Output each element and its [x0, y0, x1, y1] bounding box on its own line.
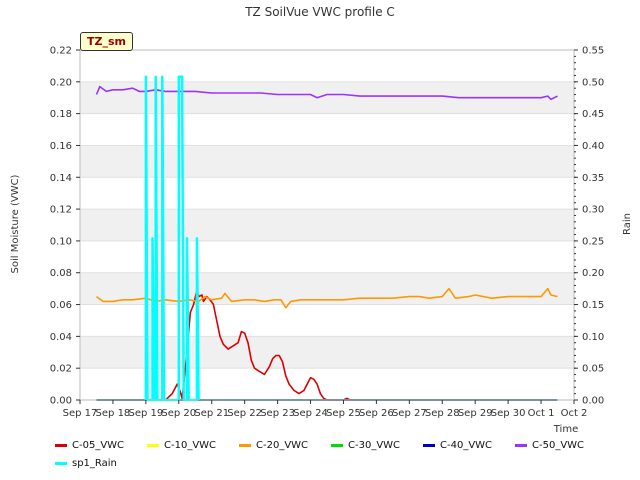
y-left-tick-label: 0.00	[50, 396, 72, 407]
legend-label: C-30_VWC	[348, 439, 401, 451]
legend-label: C-05_VWC	[72, 439, 125, 451]
x-tick-label: Sep 27	[392, 408, 427, 419]
y-left-tick-label: 0.04	[50, 332, 72, 343]
series-line-c-05-vwc	[96, 289, 558, 401]
x-tick-label: Sep 26	[359, 408, 394, 419]
x-tick-label: Sep 23	[260, 408, 295, 419]
x-tick-label: Sep 22	[227, 408, 262, 419]
y-left-tick-label: 0.14	[50, 173, 72, 184]
legend-label: C-20_VWC	[256, 439, 309, 451]
grid-band	[80, 145, 574, 178]
y-right-tick-label: 0.35	[582, 173, 604, 184]
legend-swatch	[55, 461, 67, 465]
y-axis-right-label: Rain	[622, 213, 633, 235]
x-tick-label: Sep 19	[128, 408, 163, 419]
x-tick-label: Sep 21	[194, 408, 229, 419]
y-right-tick-label: 0.10	[582, 332, 604, 343]
legend-label: C-10_VWC	[164, 439, 217, 451]
y-axis-left-label: Soil Moisture (VWC)	[10, 174, 21, 273]
legend-item: C-10_VWC	[147, 440, 239, 451]
x-tick-label: Sep 24	[293, 408, 328, 419]
y-right-tick-label: 0.30	[582, 205, 604, 216]
y-right-tick-label: 0.15	[582, 300, 604, 311]
plot-frame	[79, 49, 575, 401]
x-tick-label: Sep 20	[161, 408, 196, 419]
x-tick-label: Sep 30	[491, 408, 526, 419]
y-left-tick-label: 0.10	[50, 236, 72, 247]
legend-swatch	[147, 443, 159, 447]
legend-row: C-05_VWC C-10_VWC C-20_VWC C-30_VWC C-40_VWC…	[55, 436, 615, 454]
x-tick-label: Oct 1	[528, 408, 555, 419]
y-left-tick-label: 0.12	[50, 205, 72, 216]
y-right-tick-label: 0.20	[582, 268, 604, 279]
legend: C-05_VWC C-10_VWC C-20_VWC C-30_VWC C-40_VWC…	[55, 436, 615, 472]
axes: 0.00 0.02 0.04 0.06 0.08 0.10 0.12 0.14 0.16 0.18…	[50, 46, 605, 420]
y-left-tick-label: 0.22	[50, 46, 72, 57]
x-tick-label: Sep 29	[458, 408, 493, 419]
legend-item: C-05_VWC	[55, 440, 147, 451]
y-right-tick-label: 0.05	[582, 364, 604, 375]
station-badge: TZ_sm	[80, 32, 133, 51]
y-right-tick-label: 0.25	[582, 236, 604, 247]
legend-item: C-40_VWC	[423, 440, 515, 451]
x-tick-label: Sep 17	[63, 408, 98, 419]
y-left-tick-label: 0.02	[50, 364, 72, 375]
y-right-tick-label: 0.00	[582, 396, 604, 407]
y-right-tick-label: 0.45	[582, 109, 604, 120]
legend-item: C-30_VWC	[331, 440, 423, 451]
legend-item: sp1_Rain	[55, 458, 147, 469]
chart-title: TZ SoilVue VWC profile C	[244, 5, 395, 19]
y-left-tick-label: 0.20	[50, 77, 72, 88]
x-tick-label: Sep 28	[425, 408, 460, 419]
y-left-tick-label: 0.06	[50, 300, 72, 311]
legend-label: sp1_Rain	[72, 457, 117, 469]
y-right-tick-label: 0.55	[582, 46, 604, 57]
x-axis-label: Time	[553, 424, 578, 435]
series-line-c-20-vwc	[96, 287, 558, 309]
legend-item: C-20_VWC	[239, 440, 331, 451]
legend-row: sp1_Rain	[55, 454, 615, 472]
legend-swatch	[55, 443, 67, 447]
legend-swatch	[239, 443, 251, 447]
y-left-tick-label: 0.08	[50, 268, 72, 279]
x-tick-label: Sep 25	[326, 408, 361, 419]
legend-swatch	[423, 443, 435, 447]
y-right-tick-label: 0.40	[582, 141, 604, 152]
y-left-tick-label: 0.18	[50, 109, 72, 120]
grid-band	[80, 209, 574, 241]
x-tick-label: Sep 18	[96, 408, 131, 419]
y-right-tick-label: 0.50	[582, 77, 604, 88]
y-left-tick-label: 0.16	[50, 141, 72, 152]
x-tick-label: Oct 2	[561, 408, 588, 419]
legend-swatch	[515, 443, 527, 447]
legend-label: C-40_VWC	[440, 439, 493, 451]
series-line-c-50-vwc	[95, 85, 558, 101]
legend-swatch	[331, 443, 343, 447]
legend-label: C-50_VWC	[532, 439, 585, 451]
legend-item: C-50_VWC	[515, 440, 607, 451]
